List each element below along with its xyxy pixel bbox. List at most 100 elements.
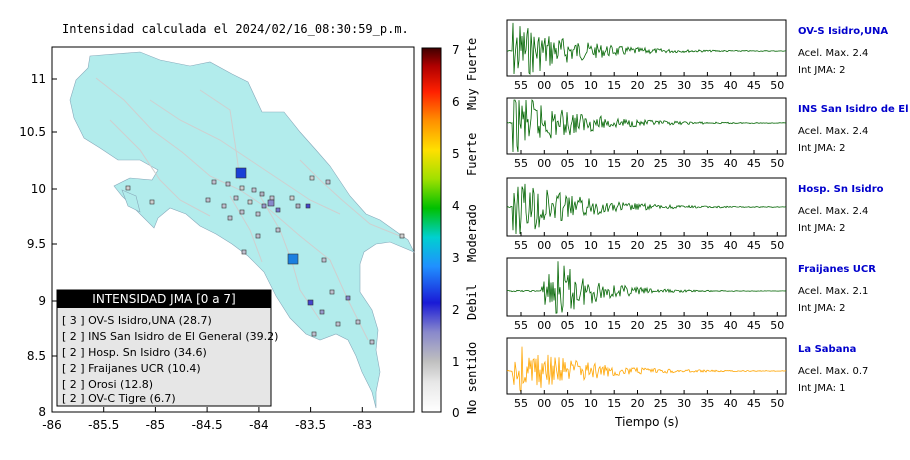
trace-tick-label: 40 (724, 157, 738, 170)
trace-tick-label: 00 (537, 397, 551, 410)
station-acel: Acel. Max. 2.4 (798, 126, 868, 137)
svg-text:2: 2 (452, 303, 460, 317)
trace-tick-label: 45 (747, 397, 761, 410)
trace-tick-label: 50 (770, 79, 784, 92)
map-x-tick: -84 (249, 418, 269, 432)
station-acel: Acel. Max. 2.4 (798, 206, 868, 217)
trace-tick-label: 50 (770, 319, 784, 332)
trace-panel (506, 97, 787, 155)
trace-tick-label: 00 (537, 79, 551, 92)
trace-tick-label: 15 (607, 319, 621, 332)
station-acel: Acel. Max. 2.1 (798, 286, 868, 297)
map-x-tick: -83.5 (295, 418, 326, 432)
trace-tick-label: 05 (561, 397, 575, 410)
svg-text:0: 0 (452, 406, 460, 420)
trace-tick-label: 05 (561, 319, 575, 332)
station-name: La Sabana (798, 344, 856, 355)
legend-item: [ 3 ] OV-S Isidro,UNA (28.7) (62, 314, 212, 327)
label-muy-fuerte: Muy Fuerte (465, 38, 479, 110)
trace-tick-label: 05 (561, 157, 575, 170)
station-jma: Int JMA: 2 (798, 223, 846, 234)
map-x-tick-marks (103, 407, 363, 412)
trace-tick-label: 45 (747, 239, 761, 252)
trace-tick-label: 00 (537, 239, 551, 252)
map-y-tick: 10.5 (19, 125, 46, 139)
trace-tick-label: 00 (537, 319, 551, 332)
trace-tick-label: 35 (700, 157, 714, 170)
legend-item: [ 2 ] Fraijanes UCR (10.4) (62, 362, 201, 375)
trace-panel (506, 337, 787, 395)
label-fuerte: Fuerte (465, 133, 479, 176)
trace-tick-label: 50 (770, 239, 784, 252)
trace-tick-label: 10 (584, 79, 598, 92)
trace-tick-label: 10 (584, 319, 598, 332)
trace-tick-label: 30 (677, 319, 691, 332)
trace-tick-label: 45 (747, 157, 761, 170)
map-y-tick-marks (52, 78, 57, 357)
map-y-tick: 10 (31, 182, 46, 196)
trace-tick-label: 35 (700, 397, 714, 410)
svg-text:4: 4 (452, 199, 460, 213)
trace-tick-label: 30 (677, 79, 691, 92)
road-network (95, 77, 401, 341)
map-y-tick: 8.5 (27, 349, 46, 363)
trace-tick-label: 20 (631, 319, 645, 332)
waveform (506, 346, 786, 394)
trace-tick-label: 20 (631, 397, 645, 410)
trace-tick-label: 45 (747, 79, 761, 92)
station-acel: Acel. Max. 2.4 (798, 48, 868, 59)
trace-tick-label: 55 (514, 319, 528, 332)
trace-tick-label: 10 (584, 397, 598, 410)
map-x-tick: -85 (146, 418, 166, 432)
trace-tick-label: 55 (514, 239, 528, 252)
map-x-axis: -86 -85.5 -85 -84.5 -84 -83.5 -83 (42, 418, 372, 432)
svg-text:6: 6 (452, 95, 460, 109)
colorbar-ticks: 7 6 5 4 3 2 1 0 (452, 43, 460, 420)
station-jma: Int JMA: 2 (798, 303, 846, 314)
trace-tick-label: 25 (654, 157, 668, 170)
legend-item: [ 2 ] Orosi (12.8) (62, 378, 153, 391)
station-jma: Int JMA: 2 (798, 65, 846, 76)
station-name: INS San Isidro de El Ge (798, 104, 910, 115)
trace-tick-label: 40 (724, 319, 738, 332)
map-y-tick: 11 (31, 72, 46, 86)
trace-tick-label: 20 (631, 157, 645, 170)
label-debil: Debil (465, 284, 479, 320)
legend-title: INTENSIDAD JMA [0 a 7] (92, 292, 235, 306)
trace-tick-label: 35 (700, 319, 714, 332)
colorbar-labels: Muy Fuerte Fuerte Moderado Debil No sent… (465, 38, 479, 414)
trace-tick-label: 20 (631, 79, 645, 92)
trace-tick-label: 25 (654, 397, 668, 410)
svg-text:7: 7 (452, 43, 460, 57)
intensity-legend: INTENSIDAD JMA [0 a 7] [ 3 ] OV-S Isidro… (56, 289, 278, 407)
station-markers (125, 167, 405, 345)
trace-tick-label: 15 (607, 157, 621, 170)
map-y-tick: 9.5 (27, 237, 46, 251)
svg-text:3: 3 (452, 251, 460, 265)
legend-item: [ 2 ] Hosp. Sn Isidro (34.6) (62, 346, 207, 359)
legend-item: [ 2 ] OV-C Tigre (6.7) (62, 392, 176, 405)
trace-tick-label: 45 (747, 319, 761, 332)
trace-tick-label: 55 (514, 397, 528, 410)
station-acel: Acel. Max. 0.7 (798, 366, 868, 377)
map-title: Intensidad calculada el 2024/02/16_08:30… (62, 22, 409, 36)
label-no-sentido: No sentido (465, 342, 479, 414)
trace-tick-label: 20 (631, 239, 645, 252)
map-x-tick: -86 (42, 418, 62, 432)
map-y-tick: 9 (38, 294, 46, 308)
trace-tick-label: 25 (654, 239, 668, 252)
trace-panel (506, 257, 787, 317)
trace-tick-label: 30 (677, 397, 691, 410)
trace-tick-label: 35 (700, 239, 714, 252)
traces-xlabel: Tiempo (s) (614, 415, 679, 429)
trace-tick-label: 50 (770, 397, 784, 410)
trace-tick-label: 25 (654, 319, 668, 332)
trace-tick-label: 55 (514, 157, 528, 170)
waveform (506, 22, 786, 75)
trace-tick-label: 40 (724, 239, 738, 252)
station-name: Hosp. Sn Isidro (798, 184, 884, 195)
costa-rica-landmass (69, 51, 415, 409)
map-y-axis: 11 10.5 10 9.5 9 8.5 8 (19, 72, 46, 419)
trace-tick-label: 25 (654, 79, 668, 92)
